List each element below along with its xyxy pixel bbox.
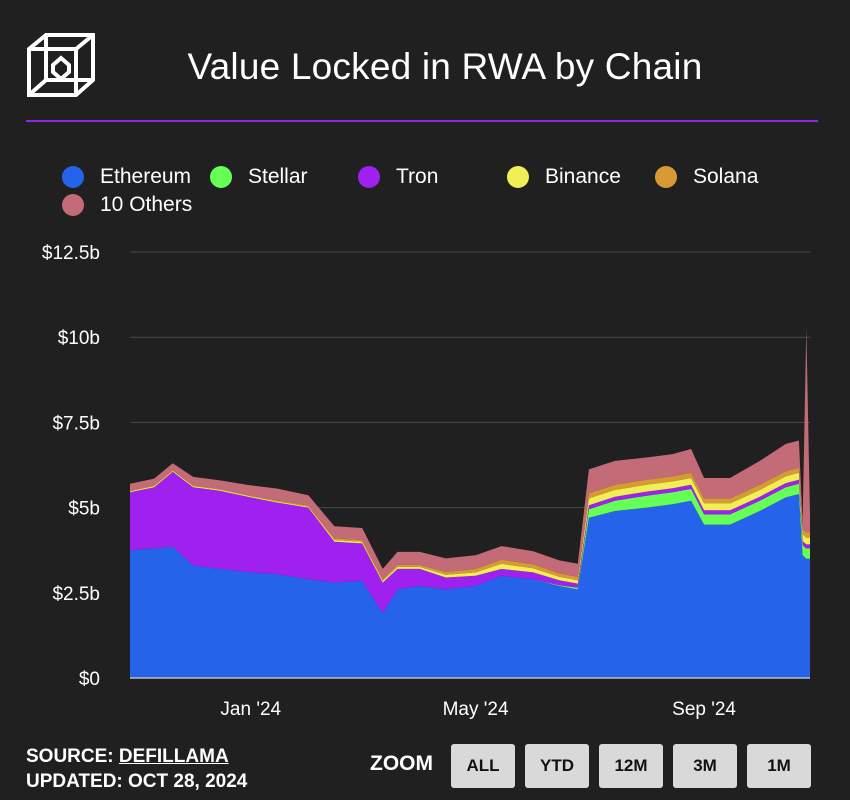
zoom-all-button[interactable]: ALL	[451, 744, 515, 788]
legend-swatch-stellar	[210, 166, 232, 188]
y-tick-label: $12.5b	[42, 243, 100, 264]
y-tick-label: $10b	[58, 328, 100, 349]
chart-title: Value Locked in RWA by Chain	[187, 46, 703, 87]
legend-item-solana[interactable]: Solana	[655, 163, 758, 191]
legend-label-solana: Solana	[693, 165, 759, 188]
legend-item-ethereum[interactable]: Ethereum	[62, 163, 191, 191]
legend-label-tron: Tron	[396, 165, 439, 188]
stacked-areas	[130, 328, 810, 678]
x-tick-label: Jan '24	[220, 699, 281, 720]
legend-label-others: 10 Others	[100, 193, 193, 216]
chart-legend: Ethereum Stellar Tron Binance Solana 10 …	[62, 163, 822, 223]
area-series-ethereum	[130, 494, 810, 678]
x-tick-label: Sep '24	[672, 699, 736, 720]
legend-label-stellar: Stellar	[248, 165, 308, 188]
legend-item-stellar[interactable]: Stellar	[210, 163, 308, 191]
zoom-12m-button[interactable]: 12M	[599, 744, 663, 788]
x-tick-label: May '24	[443, 699, 509, 720]
legend-swatch-tron	[358, 166, 380, 188]
source-label: SOURCE:	[26, 746, 114, 767]
source-link[interactable]: DEFILLAMA	[118, 746, 229, 767]
y-tick-label: $0	[79, 669, 100, 690]
legend-label-ethereum: Ethereum	[100, 165, 192, 188]
rwa-area-chart: $0 $2.5b $5b $7.5b $10b $12.5b Jan '24 May '24 S…	[42, 243, 810, 720]
cube-logo-icon	[27, 33, 95, 97]
legend-swatch-binance	[507, 166, 529, 188]
updated-text: UPDATED: OCT 28, 2024	[26, 771, 248, 792]
legend-swatch-ethereum	[62, 166, 84, 188]
zoom-3m-button[interactable]: 3M	[673, 744, 737, 788]
legend-label-binance: Binance	[545, 165, 621, 188]
zoom-1m-button[interactable]: 1M	[747, 744, 811, 788]
legend-item-tron[interactable]: Tron	[358, 163, 438, 191]
legend-swatch-solana	[655, 166, 677, 188]
zoom-label: ZOOM	[370, 752, 433, 775]
zoom-ytd-button[interactable]: YTD	[525, 744, 589, 788]
area-series-tron	[130, 471, 810, 614]
title-divider	[26, 120, 818, 122]
y-tick-label: $2.5b	[52, 584, 100, 605]
y-tick-label: $7.5b	[52, 413, 100, 434]
legend-item-binance[interactable]: Binance	[507, 163, 621, 191]
axes: $0 $2.5b $5b $7.5b $10b $12.5b Jan '24 May '24 S…	[42, 243, 810, 720]
legend-item-others[interactable]: 10 Others	[62, 191, 192, 219]
legend-swatch-others	[62, 194, 84, 216]
footer-source: SOURCE: DEFILLAMA UPDATED: OCT 28, 2024	[26, 744, 247, 794]
y-tick-label: $5b	[68, 499, 100, 520]
